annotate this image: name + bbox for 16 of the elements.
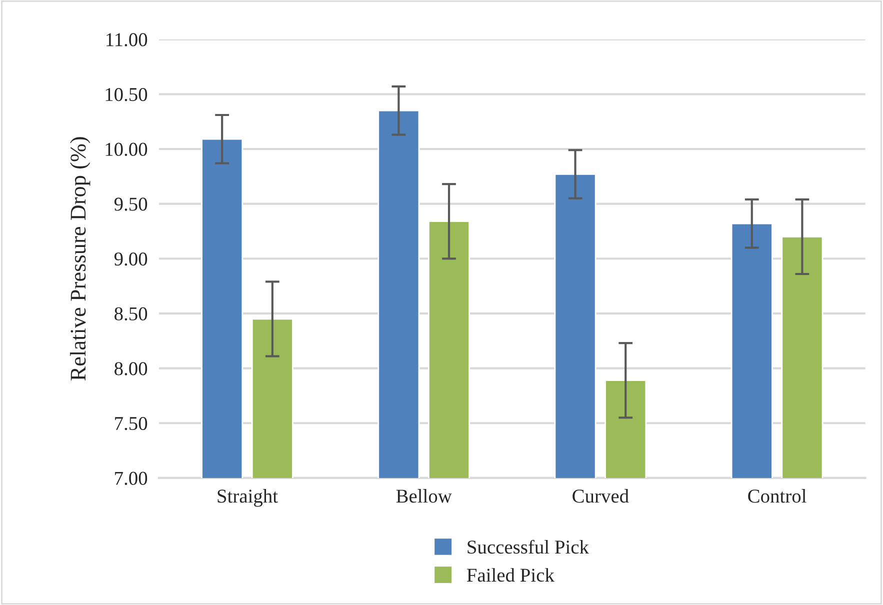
- legend-label: Successful Pick: [468, 540, 589, 554]
- x-tick-label: Curved: [572, 489, 629, 503]
- y-tick-label: 11.00: [106, 33, 148, 46]
- x-tick-label: Control: [748, 489, 806, 503]
- y-tick-label: 9.00: [114, 252, 148, 266]
- y-tick-label: 10.50: [106, 88, 148, 102]
- legend-label: Failed Pick: [466, 568, 554, 582]
- y-tick-label: 8.00: [114, 362, 148, 376]
- y-tick-label: 9.50: [114, 198, 148, 211]
- y-tick-label: 8.50: [114, 307, 148, 320]
- x-tick-label: Bellow: [396, 489, 452, 503]
- y-tick-label: 7.50: [115, 416, 148, 430]
- y-tick-label: 7.00: [115, 472, 148, 485]
- x-tick-label: Straight: [218, 489, 278, 507]
- y-axis-title: Relative Pressure Drop (%): [70, 137, 90, 380]
- y-tick-label: 10.00: [106, 142, 148, 156]
